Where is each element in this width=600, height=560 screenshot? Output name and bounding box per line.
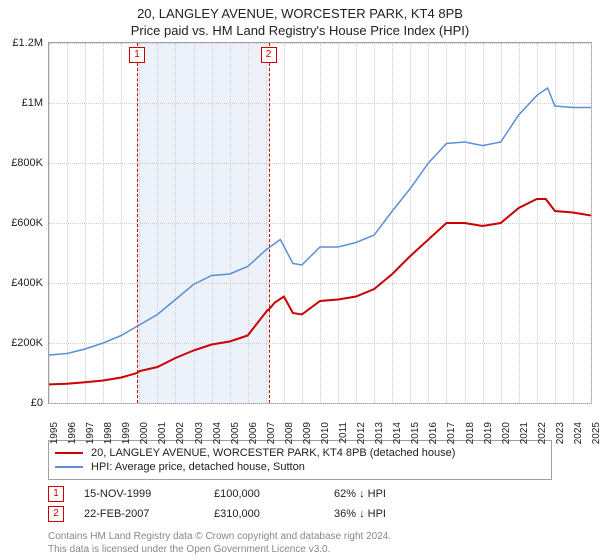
event-price: £310,000	[214, 508, 334, 520]
series-line-price_paid	[49, 199, 591, 384]
y-axis-tick-label: £0	[1, 397, 43, 409]
x-axis-tick-label: 2025	[591, 422, 600, 444]
footer-line: Contains HM Land Registry data © Crown c…	[48, 530, 552, 543]
legend-swatch	[55, 466, 83, 468]
gridline-vertical	[591, 43, 592, 403]
event-delta: 62% ↓ HPI	[334, 488, 386, 500]
x-axis-tick-label: 2004	[212, 422, 223, 444]
gridline-horizontal	[49, 403, 591, 404]
x-axis-tick-label: 2017	[446, 422, 457, 444]
legend-label: 20, LANGLEY AVENUE, WORCESTER PARK, KT4 …	[91, 447, 455, 459]
x-axis-tick-label: 2018	[465, 422, 476, 444]
y-axis-tick-label: £1.2M	[1, 37, 43, 49]
chart-lines	[49, 43, 591, 403]
legend-item: 20, LANGLEY AVENUE, WORCESTER PARK, KT4 …	[55, 447, 545, 459]
x-axis-tick-label: 2002	[175, 422, 186, 444]
x-axis-tick-label: 2008	[284, 422, 295, 444]
title-line-1: 20, LANGLEY AVENUE, WORCESTER PARK, KT4 …	[0, 6, 600, 21]
event-date: 15-NOV-1999	[84, 488, 214, 500]
x-axis-tick-label: 2020	[501, 422, 512, 444]
x-axis-tick-label: 2024	[573, 422, 584, 444]
series-line-hpi	[49, 88, 591, 355]
x-axis-tick-label: 1995	[49, 422, 60, 444]
y-axis-tick-label: £800K	[1, 157, 43, 169]
x-axis-tick-label: 1996	[67, 422, 78, 444]
legend-label: HPI: Average price, detached house, Sutt…	[91, 461, 305, 473]
event-row: 2 22-FEB-2007 £310,000 36% ↓ HPI	[48, 506, 552, 522]
x-axis-tick-label: 1999	[121, 422, 132, 444]
x-axis-tick-label: 2000	[139, 422, 150, 444]
x-axis-tick-label: 2001	[157, 422, 168, 444]
x-axis-tick-label: 2012	[356, 422, 367, 444]
y-axis-tick-label: £200K	[1, 337, 43, 349]
x-axis-tick-label: 2016	[428, 422, 439, 444]
x-axis-tick-label: 2005	[230, 422, 241, 444]
x-axis-tick-label: 2021	[519, 422, 530, 444]
x-axis-tick-label: 2011	[338, 422, 349, 444]
x-axis-tick-label: 2010	[320, 422, 331, 444]
footer-attribution: Contains HM Land Registry data © Crown c…	[48, 530, 552, 556]
legend-swatch	[55, 452, 83, 454]
events-table: 1 15-NOV-1999 £100,000 62% ↓ HPI 2 22-FE…	[48, 486, 552, 522]
x-axis-tick-label: 2013	[374, 422, 385, 444]
x-axis-tick-label: 2022	[537, 422, 548, 444]
legend: 20, LANGLEY AVENUE, WORCESTER PARK, KT4 …	[48, 440, 552, 480]
event-row: 1 15-NOV-1999 £100,000 62% ↓ HPI	[48, 486, 552, 502]
legend-item: HPI: Average price, detached house, Sutt…	[55, 461, 545, 473]
x-axis-tick-label: 2015	[410, 422, 421, 444]
event-date: 22-FEB-2007	[84, 508, 214, 520]
footer-line: This data is licensed under the Open Gov…	[48, 543, 552, 556]
x-axis-tick-label: 2023	[555, 422, 566, 444]
title-line-2: Price paid vs. HM Land Registry's House …	[0, 23, 600, 38]
x-axis-tick-label: 2019	[483, 422, 494, 444]
event-delta: 36% ↓ HPI	[334, 508, 386, 520]
y-axis-tick-label: £400K	[1, 277, 43, 289]
x-axis-tick-label: 1998	[103, 422, 114, 444]
event-marker-box: 1	[48, 486, 64, 502]
x-axis-tick-label: 2006	[248, 422, 259, 444]
x-axis-tick-label: 2003	[194, 422, 205, 444]
x-axis-tick-label: 2014	[392, 422, 403, 444]
event-marker-box: 2	[48, 506, 64, 522]
price-chart: £0£200K£400K£600K£800K£1M£1.2M1995199619…	[48, 42, 592, 404]
x-axis-tick-label: 2007	[266, 422, 277, 444]
y-axis-tick-label: £1M	[1, 97, 43, 109]
event-price: £100,000	[214, 488, 334, 500]
x-axis-tick-label: 2009	[302, 422, 313, 444]
x-axis-tick-label: 1997	[85, 422, 96, 444]
y-axis-tick-label: £600K	[1, 217, 43, 229]
